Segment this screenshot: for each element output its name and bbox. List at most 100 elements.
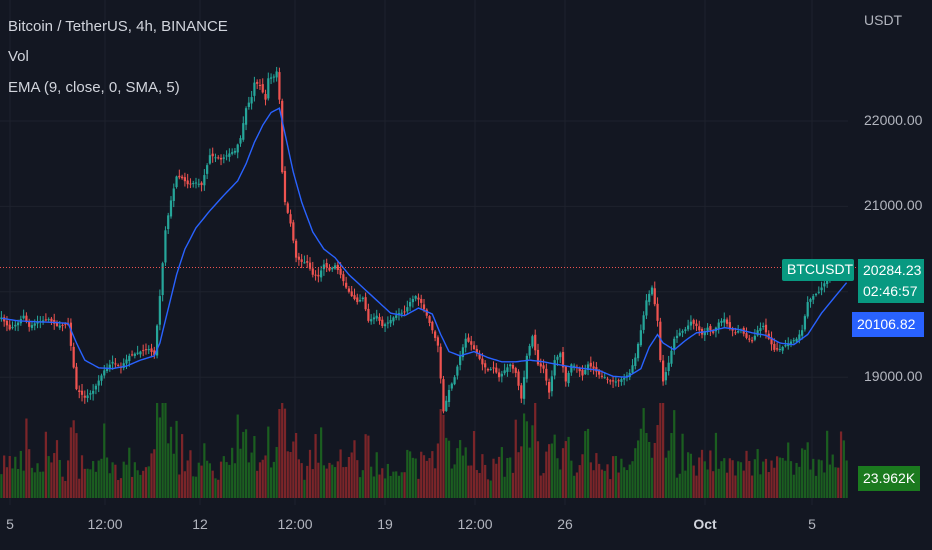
candle-body: [659, 321, 662, 361]
volume-bar: [675, 477, 679, 498]
volume-bar: [122, 461, 125, 498]
candle-body: [242, 123, 245, 140]
candle-body: [300, 259, 303, 262]
candle-body: [673, 338, 676, 350]
volume-bar: [778, 457, 781, 498]
volume-bar: [575, 472, 579, 498]
volume-bar: [737, 461, 740, 498]
candle-body: [670, 350, 673, 364]
candle-body: [69, 322, 73, 346]
volume-bar: [389, 475, 392, 498]
candle-body: [661, 360, 665, 382]
volume-bar: [661, 403, 665, 498]
volume-bar: [781, 457, 784, 498]
volume-bar: [222, 456, 225, 498]
candle-body: [128, 355, 131, 362]
volume-bar: [175, 420, 178, 498]
volume-bar: [16, 468, 20, 498]
candle-body: [720, 320, 723, 323]
volume-bar: [428, 458, 431, 498]
volume-bar: [370, 466, 373, 498]
candle-body: [397, 313, 401, 315]
candle-body: [256, 81, 259, 84]
volume-bar: [650, 457, 654, 498]
candle-body: [692, 320, 695, 324]
volume-bar: [617, 472, 620, 498]
y-tick-label: 21000.00: [864, 197, 923, 214]
volume-bar: [820, 460, 823, 498]
candle-body: [514, 368, 517, 373]
volume-bar: [470, 465, 473, 498]
volume-bar: [481, 454, 484, 498]
last-price-value: 20284.23: [863, 262, 922, 278]
volume-bar: [509, 457, 512, 498]
volume-bar: [837, 467, 840, 498]
candle-body: [378, 316, 381, 321]
candle-body: [353, 295, 356, 300]
candle-body: [278, 72, 281, 100]
volume-bar: [269, 467, 273, 498]
volume-bar: [308, 449, 312, 498]
volume-bar: [717, 468, 720, 498]
candle-body: [748, 338, 751, 340]
candle-body: [219, 157, 223, 160]
indicator-vol-label[interactable]: Vol: [8, 48, 29, 65]
volume-bar: [742, 470, 745, 498]
candle-body: [44, 319, 47, 321]
candle-body: [33, 323, 36, 326]
candle-body: [186, 180, 189, 185]
volume-bar: [3, 455, 6, 498]
volume-bar: [411, 457, 414, 498]
volume-bar: [756, 449, 759, 498]
volume-bar: [723, 458, 726, 498]
volume-bar: [194, 476, 198, 498]
volume-bar: [450, 468, 453, 498]
volume-bar: [58, 459, 61, 498]
candle-body: [775, 348, 779, 350]
volume-bar: [397, 475, 401, 498]
candle-body: [486, 368, 490, 371]
volume-bar: [425, 460, 428, 498]
volume-bar: [489, 480, 492, 498]
candle-body: [639, 330, 642, 346]
volume-bar: [598, 463, 601, 498]
volume-bar: [117, 480, 120, 498]
candle-body: [698, 326, 701, 331]
candle-body: [653, 288, 656, 305]
volume-bar: [420, 451, 423, 498]
candle-body: [406, 307, 409, 312]
volume-bar: [789, 461, 793, 498]
volume-bar: [89, 469, 92, 498]
x-tick-label: 12:00: [457, 516, 493, 532]
volume-bar: [814, 475, 818, 498]
volume-bar: [620, 458, 623, 498]
volume-bar: [584, 431, 587, 498]
candle-body: [342, 274, 345, 282]
candle-body: [275, 71, 278, 78]
candle-body: [467, 337, 470, 342]
candle-body: [737, 331, 740, 333]
volume-bar: [687, 452, 690, 498]
candle-body: [578, 367, 581, 372]
candle-body: [233, 150, 237, 153]
candle-body: [717, 322, 720, 330]
y-tick-label: 22000.00: [864, 112, 923, 128]
volume-bar: [714, 432, 718, 498]
volume-bar: [528, 447, 531, 498]
indicator-ema-label[interactable]: EMA (9, close, 0, SMA, 5): [8, 79, 180, 96]
candle-body: [261, 84, 264, 93]
candle-body: [347, 288, 351, 292]
volume-bar: [197, 462, 200, 498]
candle-body: [203, 175, 206, 186]
volume-bar: [695, 475, 698, 498]
volume-bar: [5, 467, 9, 498]
volume-bar: [459, 440, 462, 498]
candle-body: [420, 298, 423, 303]
volume-bar: [253, 436, 256, 498]
volume-bar: [517, 452, 520, 498]
candle-body: [147, 349, 150, 351]
candle-body: [375, 315, 378, 319]
candle-body: [581, 369, 584, 376]
candle-body: [648, 293, 651, 302]
